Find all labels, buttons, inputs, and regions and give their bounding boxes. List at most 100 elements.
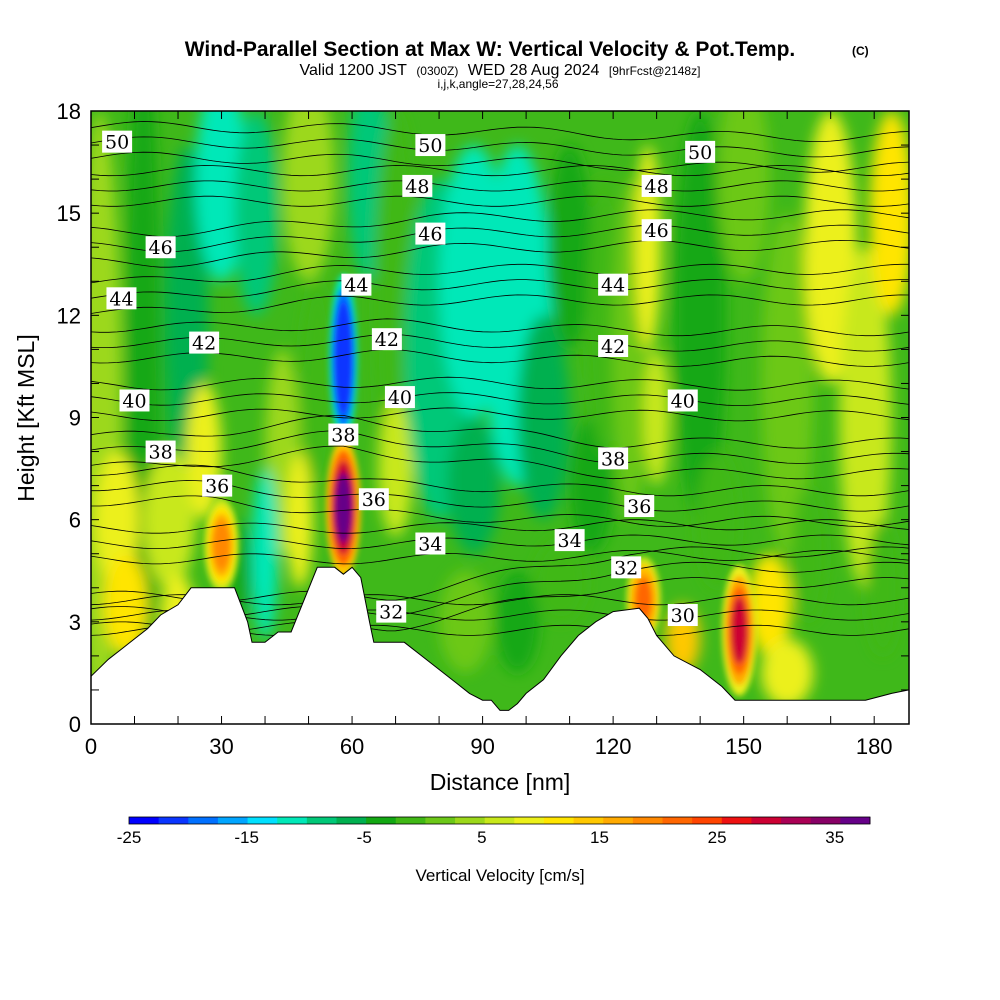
colorbar-swatch [721,817,752,824]
velocity-patch [95,451,139,588]
velocity-core [335,472,352,544]
minor-ticks [90,110,909,725]
colorbar-swatch [840,817,871,824]
theta-contour-line [91,445,909,480]
velocity-patch [495,570,540,673]
theta-contour-label: 50 [685,140,716,164]
colorbar-tick-label: -25 [117,828,142,847]
theta-contour-label: 36 [202,474,233,498]
theta-contour-label: 40 [667,389,698,412]
theta-contour-label: 40 [119,389,150,412]
theta-contour-line [91,165,909,177]
contour-label-text: 46 [149,237,173,259]
x-tick-label: 90 [470,734,494,759]
contour-label-text: 44 [344,275,368,297]
y-tick-label: 6 [69,508,81,533]
x-tick-label: 60 [340,734,364,759]
x-tick-label: 150 [725,734,762,759]
colorbar-tick-label: -15 [234,828,259,847]
contour-label-text: 30 [671,605,695,627]
x-tick-label: 180 [856,734,893,759]
contour-label-text: 34 [418,534,442,556]
contour-label-text: 42 [601,336,625,358]
velocity-cores [204,273,757,696]
contour-label-box [415,532,446,555]
contour-label-text: 44 [109,288,133,310]
theta-contour-line [91,121,909,142]
theta-contour-label: 32 [611,556,642,579]
theta-contour-label: 48 [402,174,433,198]
theta-contour-label: 50 [415,134,446,157]
subtitle-date: WED 28 Aug 2024 [468,62,600,79]
colorbar-swatch [692,817,723,824]
colorbar-swatch [751,817,782,824]
theta-contour-line [91,519,909,534]
colorbar-swatch [781,817,812,824]
contour-label-box [415,134,446,157]
y-tick-label: 9 [69,406,81,431]
contour-label-box [384,386,415,409]
x-tick-label: 0 [85,734,97,759]
colorbar-swatch [158,817,189,824]
contour-label-text: 32 [614,557,638,579]
contour-label-box [598,334,629,357]
velocity-patch [865,519,901,656]
velocity-patch [143,451,196,588]
contour-label-box [371,328,402,351]
chart-title: Wind-Parallel Section at Max W: Vertical… [185,38,796,61]
contour-label-text: 32 [379,602,403,624]
colorbar-tick-label: -5 [357,828,372,847]
contour-label-box [611,556,642,579]
colorbar-swatch [514,817,545,824]
colorbar-swatch [543,817,575,824]
theta-contour-label: 30 [667,604,698,627]
theta-contour-labels: 30 32 32 34 34 36 36 36 38 38 38 40 40 40 42 42 42 44 44 44… [102,130,716,627]
contour-label-text: 38 [149,442,173,464]
colorbar-swatch [129,817,160,824]
theta-contour-line [91,534,909,550]
contour-label-text: 40 [671,390,695,412]
theta-contour-label: 34 [554,529,585,552]
colorbar-swatch [662,817,693,824]
velocity-patch [251,468,279,639]
colorbar-tick-label: 15 [590,828,609,847]
contour-label-text: 36 [627,496,651,518]
theta-contour-line [91,294,909,314]
contour-label-box [624,495,655,518]
theta-contour-label: 44 [106,287,137,310]
theta-contour-line [91,430,909,464]
colorbar-frame [128,816,871,825]
colorbar-swatch [395,817,426,824]
contour-label-box [667,389,698,412]
contour-label-text: 48 [645,176,669,198]
colorbar-swatch [455,817,486,824]
colorbar-tick-label: 25 [708,828,727,847]
colorbar-swatch [336,817,367,824]
contour-label-box [641,174,672,197]
contour-label-text: 34 [558,530,582,552]
velocity-patch [587,179,622,452]
velocity-patch [839,247,892,588]
plot-area: 30 32 32 34 34 36 36 36 38 38 38 40 40 40 42 42 42 44 44 44… [91,111,909,724]
velocity-patch [282,111,335,282]
velocity-core [213,521,230,570]
theta-contour-label: 36 [624,495,655,518]
contour-label-box [667,604,698,627]
theta-contour-label: 44 [341,273,372,297]
velocity-patch [104,553,148,656]
theta-contour-label: 38 [328,423,359,447]
contour-label-text: 44 [601,275,625,297]
contour-label-box [119,389,150,412]
theta-contour-label: 36 [358,488,389,511]
chart-subtitle-indices: i,j,k,angle=27,28,24,56 [437,77,558,91]
y-tick-label: 12 [57,303,81,328]
theta-contour-label: 46 [415,222,446,246]
theta-contour-line [91,195,909,207]
contour-label-box [641,219,672,242]
contour-label-box [554,529,585,552]
colorbar-tick-label: 35 [825,828,844,847]
contour-label-text: 36 [205,476,229,498]
velocity-core [334,301,353,415]
contour-label-text: 40 [122,390,146,412]
theta-contour-line [91,376,909,391]
